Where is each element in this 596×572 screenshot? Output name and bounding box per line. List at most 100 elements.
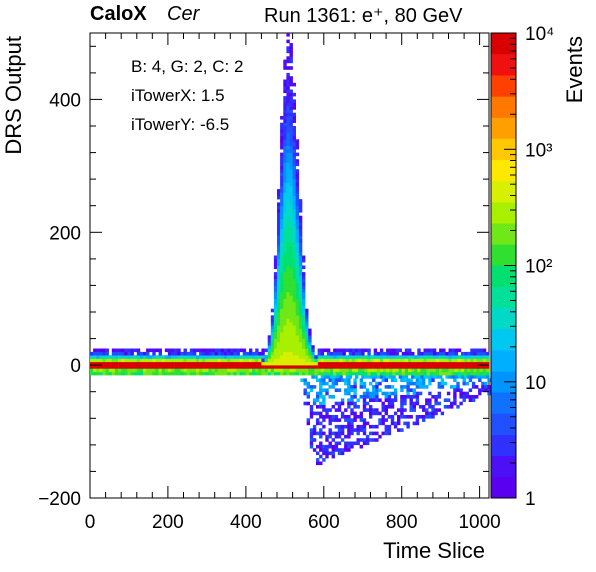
heatmap-cell [177, 365, 181, 369]
heatmap-cell [230, 355, 234, 359]
heatmap-cell [309, 405, 314, 409]
heatmap-cell [280, 162, 284, 167]
heatmap-cell [292, 255, 296, 260]
heatmap-cell [311, 358, 315, 363]
heatmap-cell [348, 371, 353, 376]
heatmap-cell [325, 454, 329, 459]
heatmap-cell [108, 361, 113, 366]
heatmap-cell [384, 411, 388, 416]
heatmap-cell [464, 355, 468, 359]
heatmap-cell [174, 371, 178, 376]
heatmap-cell [390, 378, 395, 382]
heatmap-cell [460, 351, 465, 356]
heatmap-cell [322, 398, 326, 402]
heatmap-cell [152, 361, 156, 366]
heatmap-cell [295, 175, 300, 180]
heatmap-cell [302, 348, 306, 353]
heatmap-cell [320, 371, 325, 376]
heatmap-cell [348, 361, 353, 366]
heatmap-cell [164, 365, 169, 369]
heatmap-cell [356, 405, 360, 409]
heatmap-cell [277, 189, 281, 193]
heatmap-cell [333, 348, 337, 353]
heatmap-cell [292, 165, 296, 170]
heatmap-cell [308, 355, 312, 359]
heatmap-cell [277, 308, 281, 313]
heatmap-cell [202, 351, 206, 356]
heatmap-cell [355, 365, 359, 369]
heatmap-cell [423, 365, 427, 369]
heatmap-cell [292, 99, 296, 103]
heatmap-cell [375, 408, 379, 412]
heatmap-cell [289, 338, 293, 343]
heatmap-cell [439, 361, 443, 366]
heatmap-cell [118, 368, 122, 373]
colorbar-tick-label: 10⁴ [525, 24, 554, 45]
heatmap-cell [277, 232, 281, 236]
heatmap-cell [355, 368, 359, 373]
heatmap-cell [177, 348, 181, 353]
heatmap-cell [355, 348, 359, 353]
heatmap-cell [283, 305, 287, 309]
heatmap-cell [425, 415, 429, 419]
heatmap-cell [344, 415, 348, 419]
heatmap-cell [316, 418, 320, 422]
heatmap-cell [392, 355, 396, 359]
heatmap-cell [372, 438, 376, 442]
heatmap-cell [367, 371, 371, 376]
heatmap-cell [336, 375, 340, 379]
heatmap-cell [460, 375, 465, 379]
heatmap-cell [245, 355, 250, 359]
heatmap-cell [255, 351, 259, 356]
heatmap-cell [224, 371, 228, 376]
heatmap-cell [283, 136, 287, 140]
heatmap-cell [183, 358, 187, 363]
heatmap-cell [437, 408, 441, 412]
heatmap-cell [350, 444, 354, 449]
heatmap-cell [429, 351, 434, 356]
heatmap-cell [309, 431, 314, 436]
heatmap-cell [286, 116, 290, 120]
heatmap-cell [286, 262, 290, 266]
heatmap-cell [451, 365, 455, 369]
heatmap-cell [118, 351, 122, 356]
heatmap-cell [428, 381, 432, 386]
heatmap-cell [317, 351, 321, 356]
heatmap-cell [152, 348, 156, 353]
heatmap-cell [309, 438, 314, 442]
heatmap-cell [347, 448, 351, 452]
heatmap-cell [167, 365, 172, 369]
heatmap-cell [93, 355, 97, 359]
heatmap-cell [432, 365, 437, 369]
heatmap-cell [420, 371, 424, 376]
heatmap-cell [437, 395, 441, 399]
heatmap-cell [305, 325, 309, 329]
heatmap-cell [283, 341, 287, 346]
heatmap-cell [482, 348, 487, 353]
heatmap-cell [155, 365, 159, 369]
heatmap-cell [364, 368, 368, 373]
heatmap-cell [326, 361, 331, 366]
heatmap-cell [347, 421, 351, 426]
heatmap-cell [317, 368, 321, 373]
heatmap-cell [369, 408, 373, 412]
heatmap-cell [124, 361, 128, 366]
heatmap-cell [414, 368, 418, 373]
heatmap-cell [306, 391, 310, 396]
heatmap-cell [180, 365, 184, 369]
heatmap-cell [389, 358, 393, 363]
heatmap-cell [445, 351, 449, 356]
heatmap-cell [432, 368, 437, 373]
heatmap-cell [440, 381, 445, 386]
heatmap-cell [322, 401, 326, 406]
heatmap-cell [316, 444, 320, 449]
heatmap-cell [217, 355, 222, 359]
heatmap-cell [220, 358, 225, 363]
heatmap-cell [114, 365, 119, 369]
heatmap-cell [280, 195, 284, 200]
heatmap-cell [286, 56, 290, 60]
heatmap-cell [255, 368, 259, 373]
heatmap-cell [373, 371, 378, 376]
heatmap-cell [359, 381, 363, 386]
heatmap-cell [96, 365, 100, 369]
